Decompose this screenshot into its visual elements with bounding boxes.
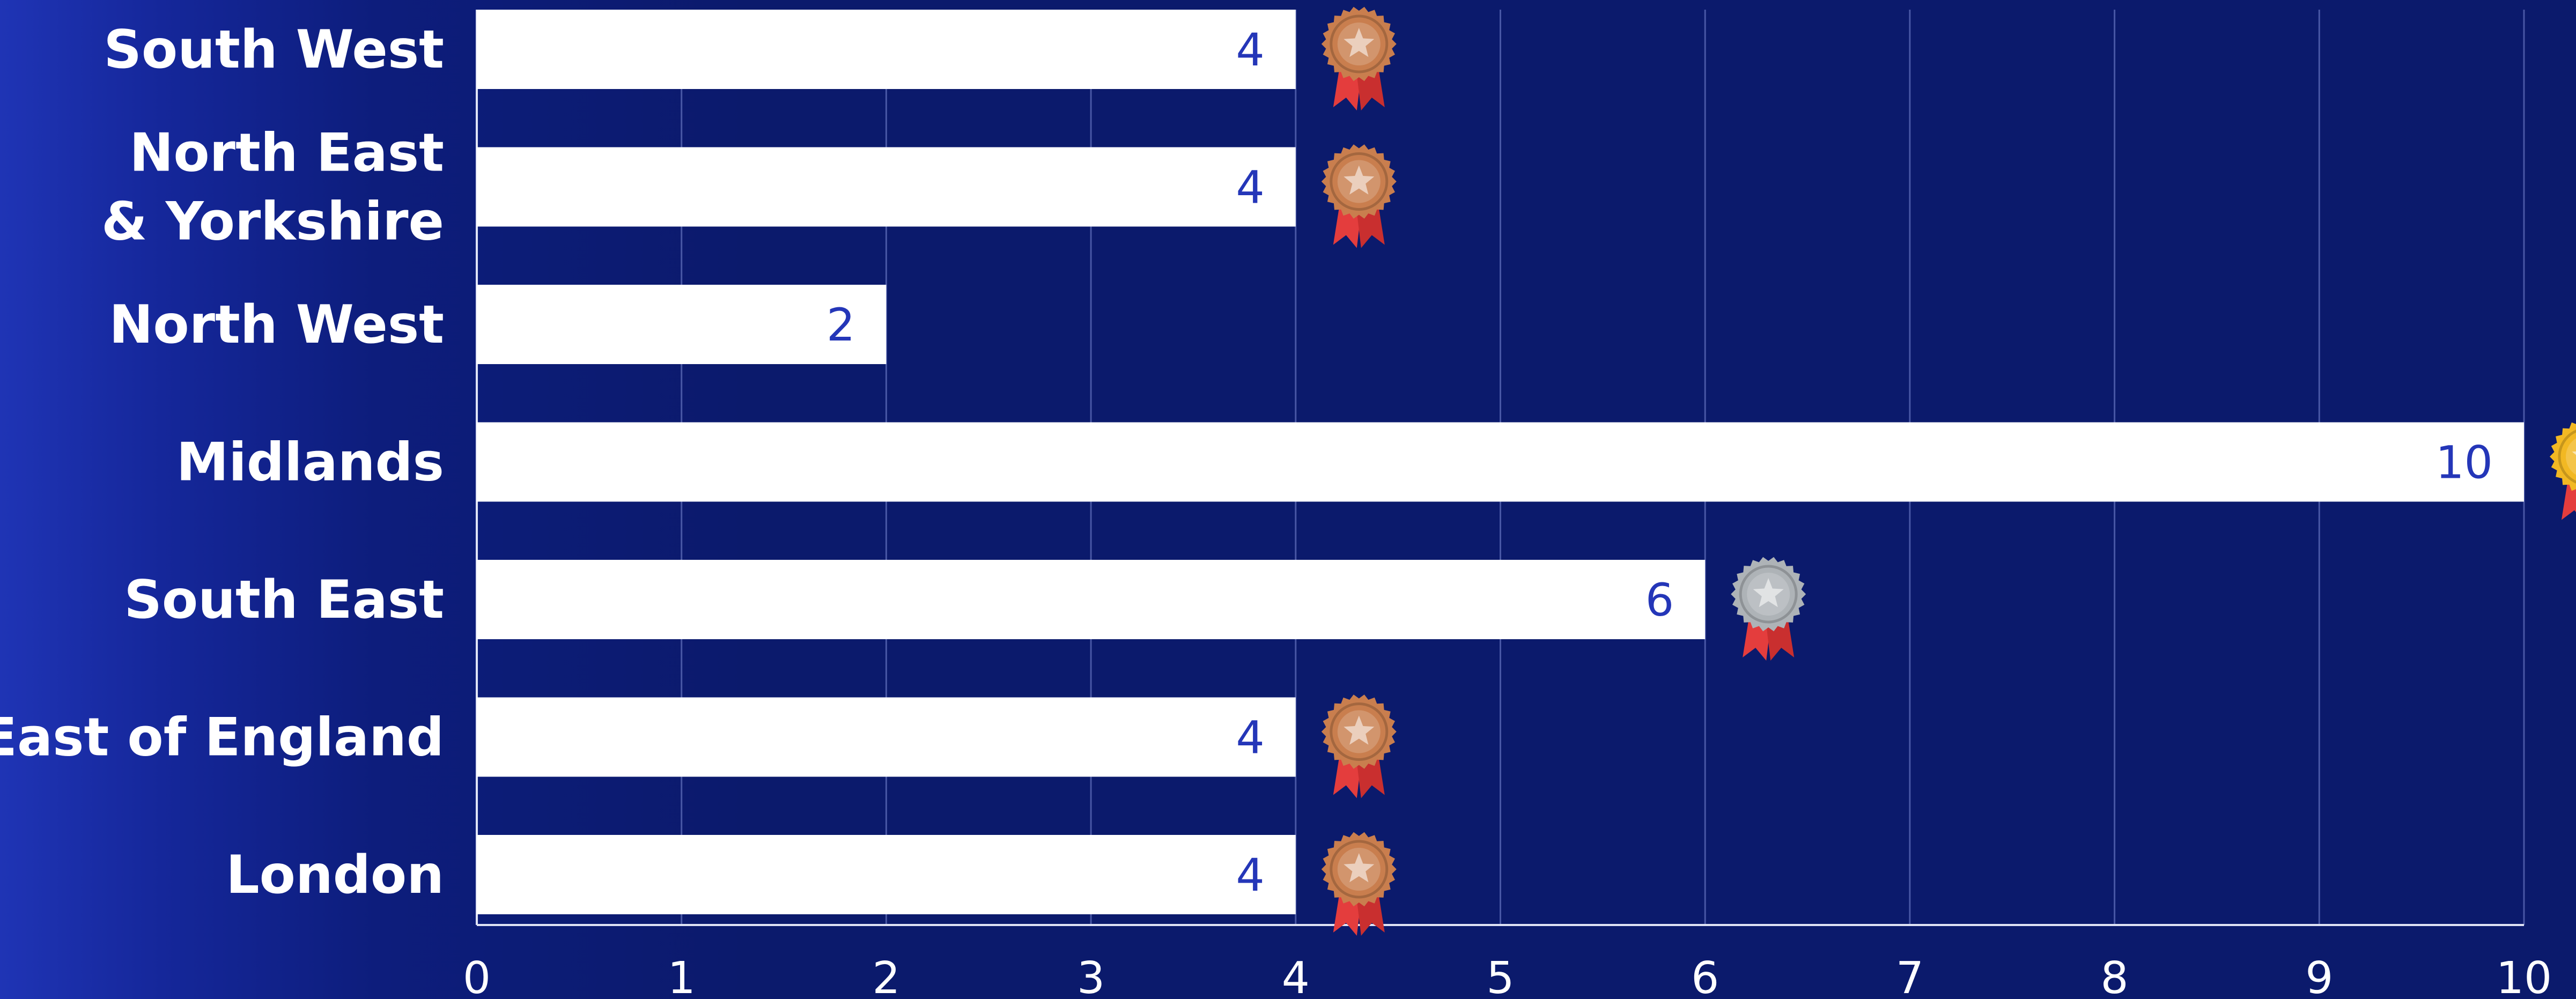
bar-value-label: 4 (1236, 712, 1264, 764)
x-tick-label: 2 (872, 953, 900, 999)
x-tick-label: 1 (668, 953, 696, 999)
x-tick-label: 9 (2305, 953, 2333, 999)
bar-value-label: 4 (1236, 161, 1264, 214)
gold-medal-icon (2550, 422, 2576, 520)
bar-value-label: 2 (826, 299, 855, 351)
bronze-medal-icon (1321, 832, 1397, 936)
category-label: London (226, 845, 444, 906)
bronze-medal-icon (1321, 6, 1397, 110)
x-tick-label: 4 (1282, 953, 1310, 999)
bar-value-label: 4 (1236, 849, 1264, 901)
bar (477, 147, 1296, 227)
x-tick-label: 0 (463, 953, 491, 999)
x-tick-label: 10 (2496, 953, 2552, 999)
category-labels: South West North East & Yorkshire North Wes… (0, 19, 444, 906)
category-label: South East (124, 569, 444, 631)
bar-value-label: 10 (2435, 436, 2493, 489)
bar (477, 422, 2524, 502)
x-tick-label: 3 (1077, 953, 1105, 999)
bar (477, 10, 1296, 89)
category-label: Midlands (176, 432, 444, 493)
category-label: North East (129, 123, 444, 184)
bronze-medal-icon (1321, 144, 1397, 248)
x-tick-label: 7 (1896, 953, 1924, 999)
bar (477, 835, 1296, 914)
bar (477, 285, 887, 364)
silver-medal-icon (1731, 557, 1806, 661)
category-label: & Yorkshire (101, 191, 444, 253)
bars-layer: 4 4 2 10 6 4 4 (477, 10, 2524, 914)
bar-value-label: 6 (1645, 574, 1674, 626)
category-label: South West (104, 19, 444, 80)
bronze-medal-icon (1321, 694, 1397, 798)
bar-value-label: 4 (1236, 24, 1264, 76)
x-tick-label: 6 (1691, 953, 1719, 999)
bar (477, 560, 1706, 639)
medals-layer (1321, 6, 2576, 936)
x-axis: 0 1 2 3 4 5 6 7 8 9 10 (463, 953, 2552, 999)
bar (477, 697, 1296, 777)
category-label: East of England (0, 707, 444, 768)
category-label: North West (109, 294, 444, 356)
x-tick-label: 5 (1486, 953, 1514, 999)
x-tick-label: 8 (2101, 953, 2129, 999)
